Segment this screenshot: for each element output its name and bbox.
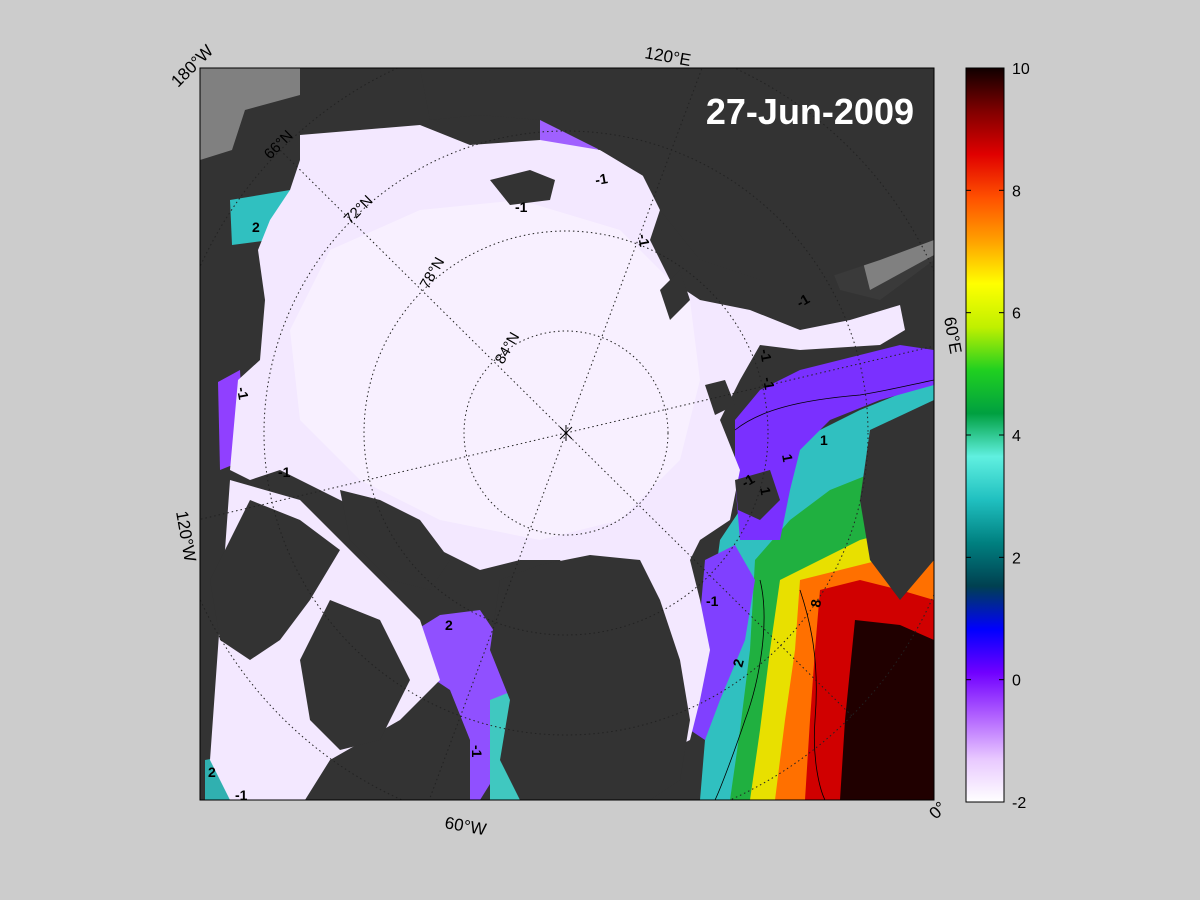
contour-label: -1 <box>278 464 291 480</box>
latitude-circle-78 <box>363 230 769 636</box>
contour-label: -1 <box>706 593 719 609</box>
map-panel: -1 -1 -1 -1 -1 -1 -1 -1 -1 -1 -1 -1 1 1 … <box>200 68 934 803</box>
contour-label: -1 <box>757 348 775 363</box>
contour-label: 1 <box>779 453 796 464</box>
contour-label: 8 <box>807 598 824 609</box>
novaya-zemlya-land <box>660 270 690 320</box>
scandinavia-land <box>860 400 934 600</box>
franz-josef-land <box>705 380 735 415</box>
greenland-land <box>490 555 690 800</box>
lon-label-120w: 120°W <box>172 509 200 563</box>
contour-label: 2 <box>208 764 216 780</box>
latitude-circle-72 <box>263 130 869 736</box>
meridian-line <box>428 432 567 800</box>
colorbar-tick-label: 4 <box>1012 428 1021 445</box>
colorbar-tick-label: -2 <box>1012 795 1026 812</box>
colorbar: 10 8 6 4 2 0 -2 <box>965 61 1030 812</box>
contour-label: 1 <box>820 432 828 448</box>
colorbar-ticks: 10 8 6 4 2 0 -2 <box>966 61 1030 812</box>
pole-marker <box>559 425 573 441</box>
contour-label: -1 <box>760 376 778 391</box>
atlantic-dark-water <box>840 620 934 800</box>
colorbar-tick-label: 2 <box>1012 550 1021 567</box>
siberia-land <box>420 68 934 280</box>
no-data-region <box>200 68 300 160</box>
colorbar-tick-label: 8 <box>1012 183 1021 200</box>
latitude-circle-84 <box>463 330 669 536</box>
contour-label: 2 <box>729 657 747 669</box>
contour-label: -1 <box>234 386 252 401</box>
contour-label: -1 <box>594 170 609 188</box>
svalbard-land <box>735 470 780 520</box>
contour-labels: -1 -1 -1 -1 -1 -1 -1 -1 -1 -1 -1 -1 1 1 … <box>208 170 828 803</box>
date-label: 27-Jun-2009 <box>706 91 914 132</box>
arctic-archipelago-land <box>300 600 410 750</box>
lon-label-60w: 60°W <box>443 813 487 839</box>
contour-label: 2 <box>252 219 260 235</box>
colorbar-tick-label: 10 <box>1012 61 1030 78</box>
contour-label: -1 <box>515 199 528 215</box>
graticule <box>200 68 934 800</box>
lon-label-0: 0° <box>925 798 950 823</box>
colorbar-tick-label: 0 <box>1012 673 1021 690</box>
contour-label: -1 <box>635 233 653 248</box>
contour-label: -1 <box>235 787 248 803</box>
purple-band-greenland-east <box>690 545 755 740</box>
meridian-line <box>565 68 703 434</box>
contour-lines <box>714 379 934 800</box>
colorbar-tick-label: 6 <box>1012 306 1021 323</box>
contour-label: 1 <box>757 486 774 497</box>
severnaya-zemlya-land <box>490 170 555 205</box>
lon-label-60e: 60°E <box>940 315 965 355</box>
arctic-archipelago-land <box>210 500 340 660</box>
arctic-archipelago-land <box>340 490 450 590</box>
contour-label: -1 <box>469 745 485 758</box>
map-frame <box>199 67 935 801</box>
colorbar-fill <box>966 68 1004 802</box>
sea-ice-central-pack <box>290 200 700 540</box>
contour-label: 2 <box>445 617 453 633</box>
purple-band-barents <box>735 345 934 540</box>
lon-label-120e: 120°E <box>643 43 692 70</box>
